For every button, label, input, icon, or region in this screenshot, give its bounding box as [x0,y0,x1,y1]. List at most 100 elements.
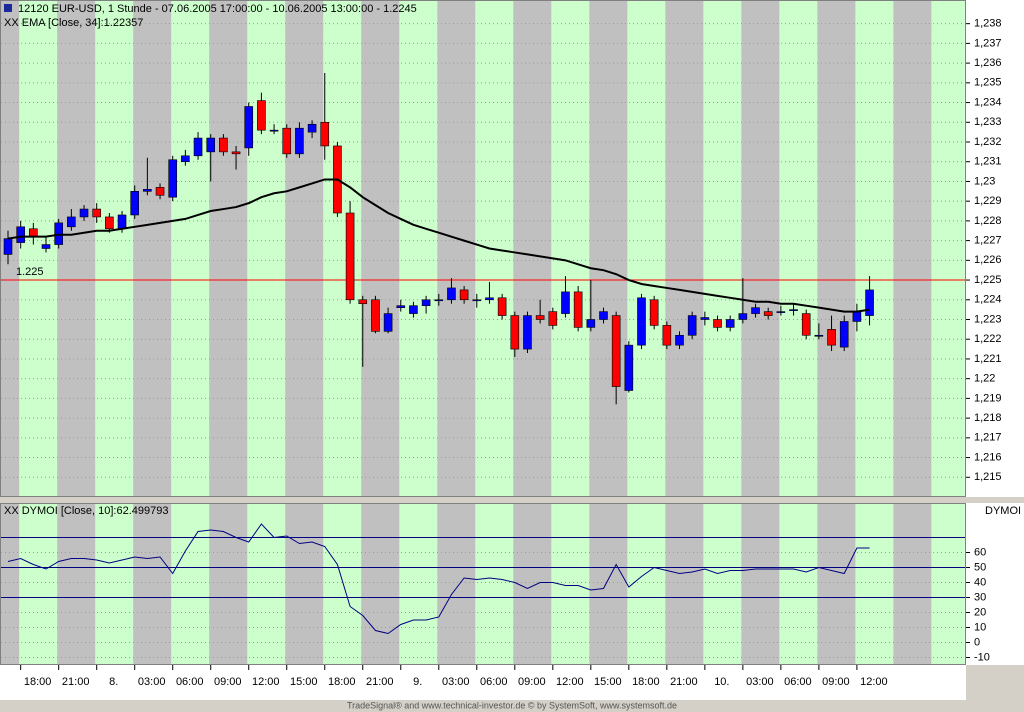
stripe [95,0,134,665]
x-tick-label: 12:00 [252,676,280,688]
candle-body [649,299,659,326]
y-tick-label: 1,234 [974,96,1002,108]
x-tick-label: 03:00 [746,676,774,688]
panel-divider [0,497,1024,503]
stripe [171,0,210,665]
indicator-line [7,523,870,635]
x-tick-label: 18:00 [24,676,52,688]
y-tick-label: 60 [974,546,986,558]
y-tick-label: 1,238 [974,18,1002,30]
candle-body [713,319,722,328]
stripe [627,0,666,665]
candle-body [181,155,190,163]
candle-body [814,334,824,337]
y-tick-label: 1,237 [974,37,1002,49]
candle-body [497,297,507,316]
y-tick-label: 1,236 [974,57,1002,69]
indicator-axis-label: DYMOI [985,505,1021,517]
candle-body [687,315,697,336]
candle-body [827,329,836,346]
stripe [323,0,362,665]
y-tick-label: 1,218 [974,412,1002,424]
candle-body [396,305,406,308]
stripe [551,0,590,665]
x-tick-label: 18:00 [328,676,356,688]
y-tick-label: 1,227 [974,235,1002,247]
x-tick-label: 12:00 [556,676,584,688]
candle-body [193,137,203,157]
x-tick-label: 15:00 [290,676,318,688]
x-tick-label: 21:00 [366,676,394,688]
symbol-icon [4,4,12,12]
y-tick-label: 1,231 [974,156,1002,168]
y-tick-label: 30 [974,591,986,603]
ema-line [7,178,870,313]
candle-body [725,319,735,328]
y-tick-label: -10 [974,651,990,663]
candle-body [117,214,127,230]
candle-body [383,313,393,332]
candle-body [447,287,456,301]
candle-body [472,299,482,302]
x-tick-label: 18:00 [632,676,660,688]
candle-body [358,299,368,305]
candle-body [485,297,494,301]
y-tick-label: 1,216 [974,451,1002,463]
candle-body [244,106,254,149]
candle-body [29,228,38,237]
price-axis-panel [966,0,1024,497]
candle-body [763,311,773,316]
candle-body [738,313,748,320]
candle-body [257,100,266,131]
candle-body [637,297,646,346]
y-tick-label: 1,222 [974,333,1002,345]
candle-body [269,129,279,132]
panel-border [0,0,966,497]
candle-body [801,313,811,336]
stripes [0,0,966,665]
candle-body [345,212,355,301]
candle-body [41,244,51,249]
plot: 18:00 21:00 8. 03:00 06:00 09:00 12:00 15:00 18:… [1,18,1002,688]
candle-body [586,319,596,328]
candle-body [510,315,520,350]
x-tick-label: 09:00 [822,676,850,688]
y-tick-label: 40 [974,576,986,588]
candle-body [67,216,76,228]
candle-body [751,307,760,314]
candle-body [206,137,216,153]
x-tick-label: 06:00 [784,676,812,688]
y-tick-label: 1,226 [974,254,1002,266]
stripe [779,0,818,665]
x-tick-label: 15:00 [594,676,622,688]
candle-body [573,291,583,328]
y-tick-label: 50 [974,561,986,573]
footer: TradeSignal® and www.technical-investor.… [347,700,677,710]
candle-body [92,208,101,218]
y-tick-label: 1,223 [974,313,1002,325]
candle-body [523,315,532,350]
y-tick-label: 1,235 [974,77,1002,89]
y-tick-label: 1,23 [974,175,995,187]
candle-body [599,311,608,320]
panel-border [0,503,966,665]
candle-body [852,311,862,322]
candle-body [295,127,304,155]
candle-body [130,191,139,216]
stripe [19,0,58,665]
y-tick-label: 10 [974,621,986,633]
candle-body [865,289,874,316]
stripe [475,0,514,665]
y-tick-label: 1,233 [974,116,1002,128]
candle-body [459,289,469,301]
x-tick-label: 21:00 [670,676,698,688]
candle-body [16,226,25,243]
candle-body [3,238,13,255]
candle-body [231,151,241,155]
x-tick-label: 21:00 [62,676,90,688]
x-tick-label: 06:00 [176,676,204,688]
overlay-legend: XX EMA [Close, 34]:1.22357 [4,17,143,29]
y-tick-label: 1,219 [974,392,1002,404]
candle-body [409,305,418,314]
y-tick-label: 1,215 [974,471,1002,483]
